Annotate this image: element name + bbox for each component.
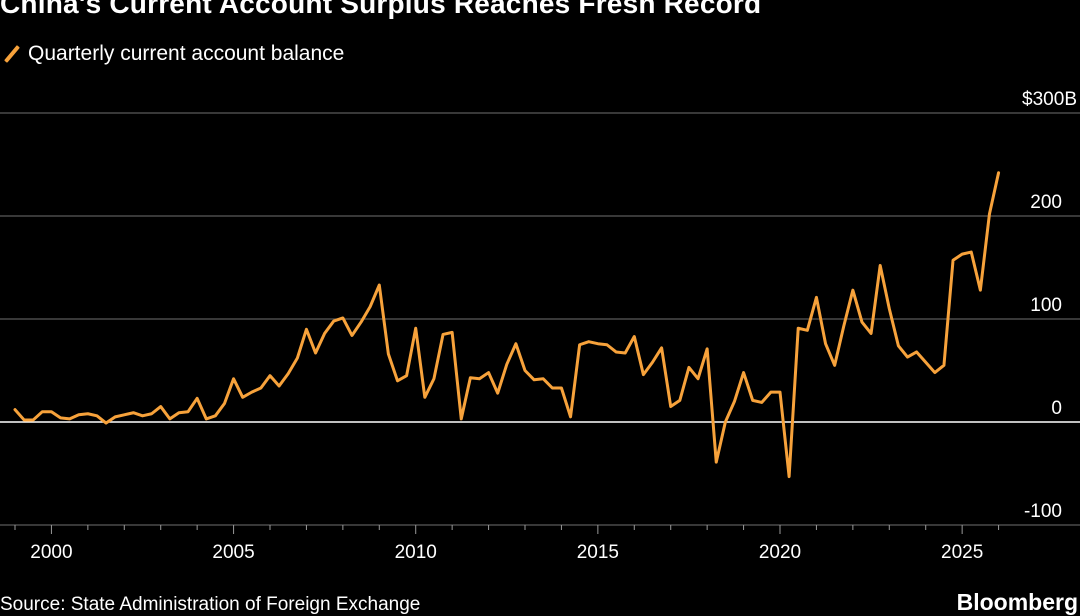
x-tick-label: 2020 <box>759 542 801 563</box>
legend: Quarterly current account balance <box>2 42 344 66</box>
series-line <box>13 171 1001 479</box>
x-tick-label: 2010 <box>395 542 437 563</box>
x-tick-label: 2005 <box>212 542 254 563</box>
series-layer <box>13 171 1001 479</box>
x-tick-label: 2015 <box>577 542 619 563</box>
x-tick-label: 2025 <box>941 542 983 563</box>
y-tick-label: -100 <box>1024 501 1062 522</box>
bloomberg-logo: Bloomberg <box>956 589 1078 615</box>
chart-title: China's Current Account Surplus Reaches … <box>0 0 762 19</box>
y-tick-label: 0 <box>1051 398 1062 419</box>
y-tick-label: $300B <box>1022 89 1077 110</box>
source-note: Source: State Administration of Foreign … <box>0 594 421 615</box>
y-tick-label: 100 <box>1030 295 1062 316</box>
legend-label: Quarterly current account balance <box>28 42 345 65</box>
x-tick-label: 2000 <box>30 542 72 563</box>
x-axis-ticks: 2000 2005 2010 2015 2020 2025 <box>14 525 1000 563</box>
y-axis-tick-labels: -100 0 100 200 $300B <box>1022 89 1077 522</box>
y-tick-label: 200 <box>1030 192 1062 213</box>
gridlines <box>0 112 1080 526</box>
